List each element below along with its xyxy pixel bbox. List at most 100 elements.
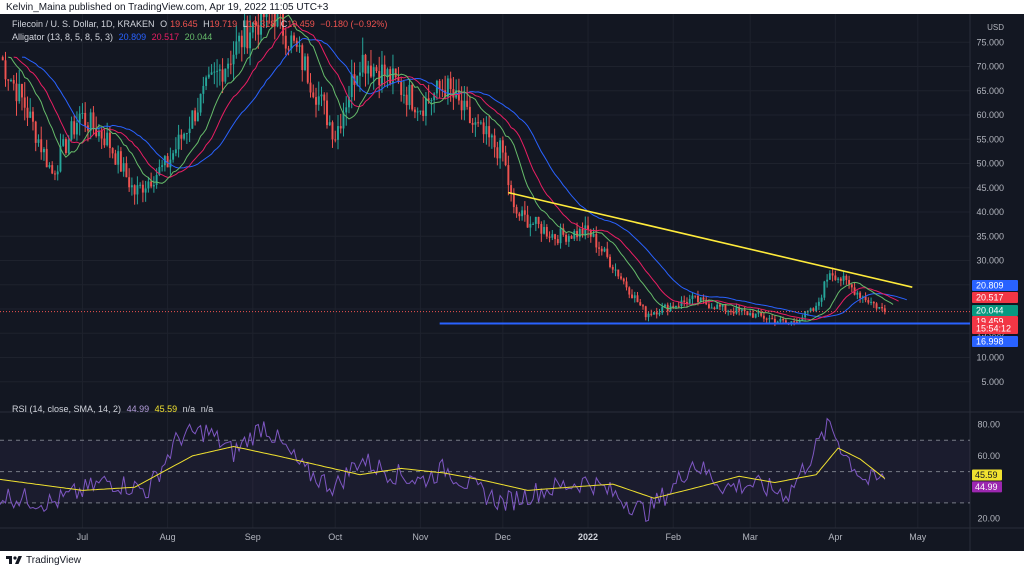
candle-body — [10, 80, 12, 82]
candle-body — [67, 139, 70, 154]
candle-body — [864, 296, 867, 301]
candle-body — [103, 138, 106, 146]
rsi-tag-bg — [972, 481, 1002, 493]
candle-body — [815, 305, 818, 311]
price-tick-label: 75.000 — [976, 37, 1004, 47]
candle-body — [798, 320, 801, 323]
candle-body — [543, 226, 546, 234]
candle-body — [457, 90, 460, 101]
candle-body — [490, 135, 493, 138]
candle-body — [823, 281, 826, 298]
alligator-teeth-line — [13, 22, 899, 321]
price-tag-label: 16.998 — [976, 337, 1004, 347]
candle-body — [128, 177, 131, 188]
chart-canvas[interactable]: 75.000 70.000 65.000 60.000 55.000 50.000 45.0… — [0, 14, 1024, 551]
candle-body — [683, 300, 686, 302]
candle-body — [287, 48, 290, 50]
rsi-value: 44.99 — [126, 404, 150, 414]
time-tick-label: Apr — [828, 532, 842, 542]
candle-body — [881, 307, 884, 309]
candle-body — [545, 226, 548, 237]
candle-body — [477, 122, 480, 124]
candle-body — [73, 121, 76, 135]
candle-body — [554, 234, 557, 240]
candle-body — [240, 35, 243, 48]
candle-body — [345, 107, 348, 113]
candle-body — [301, 45, 304, 71]
candle-body — [817, 301, 820, 306]
candle-body — [707, 304, 710, 308]
candle-body — [573, 230, 576, 239]
candle-body — [122, 163, 125, 172]
chart-frame[interactable]: 75.000 70.000 65.000 60.000 55.000 50.000 45.0… — [0, 14, 1024, 551]
candle-body — [570, 235, 573, 239]
candle-body — [356, 75, 359, 85]
candle-body — [532, 223, 535, 225]
candle-body — [661, 306, 664, 313]
price-tick-label: 50.000 — [976, 159, 1004, 169]
candle-body — [183, 133, 186, 139]
candle-body — [383, 64, 386, 76]
candle-body — [26, 107, 29, 118]
candle-body — [839, 278, 842, 281]
price-tag: 20.044 — [972, 305, 1018, 316]
candle-body — [562, 228, 565, 235]
candle-body — [185, 133, 188, 135]
candle-body — [359, 72, 361, 76]
candle-body — [172, 153, 175, 160]
candle-body — [872, 301, 875, 304]
candle-body — [463, 100, 466, 111]
candle-body — [339, 126, 342, 129]
time-tick-label: May — [909, 532, 927, 542]
candle-body — [614, 269, 617, 271]
candle-body — [62, 139, 65, 146]
candle-body — [809, 308, 812, 312]
candle-body — [411, 84, 414, 110]
price-tag: 20.517 — [972, 292, 1018, 303]
candle-body — [699, 297, 702, 303]
candle-body — [776, 321, 779, 323]
candle-body — [831, 273, 834, 276]
low-label: L — [242, 19, 248, 29]
candle-body — [856, 292, 859, 295]
candle-body — [584, 225, 587, 236]
candle-body — [499, 140, 502, 159]
candle-body — [18, 83, 21, 102]
price-tag-label: 20.044 — [976, 306, 1004, 316]
candle-body — [565, 234, 568, 242]
candle-body — [609, 256, 611, 267]
candle-body — [150, 181, 153, 187]
candle-body — [633, 295, 636, 299]
rsi-ma-value: 45.59 — [154, 404, 178, 414]
candle-body — [158, 166, 161, 176]
candle-body — [166, 156, 169, 168]
price-tick-label: 55.000 — [976, 134, 1004, 144]
candle-body — [424, 98, 427, 116]
rsi-tag: 44.99 — [972, 481, 1002, 493]
candle-body — [433, 93, 436, 101]
candle-body — [666, 304, 669, 312]
candle-body — [7, 79, 10, 81]
candle-body — [402, 94, 405, 96]
candle-body — [180, 134, 183, 139]
candle-body — [724, 304, 727, 311]
candle-body — [331, 122, 334, 140]
candle-body — [482, 122, 485, 135]
candle-body — [762, 315, 765, 319]
candle-body — [710, 307, 713, 309]
candle-body — [735, 307, 738, 314]
tradingview-footer[interactable]: TradingView — [6, 552, 81, 568]
candle-body — [848, 279, 851, 285]
candle-body — [130, 185, 133, 188]
candle-body — [795, 321, 798, 323]
price-tag-bg — [972, 305, 1018, 316]
candle-body — [721, 304, 724, 307]
candle-body — [216, 70, 219, 72]
candle-body — [169, 159, 172, 168]
candle-body — [559, 228, 562, 244]
candle-body — [45, 148, 48, 168]
rsi-tag: 45.59 — [972, 469, 1002, 481]
candle-body — [64, 139, 67, 154]
candle-body — [408, 84, 411, 106]
candle-body — [317, 96, 320, 105]
